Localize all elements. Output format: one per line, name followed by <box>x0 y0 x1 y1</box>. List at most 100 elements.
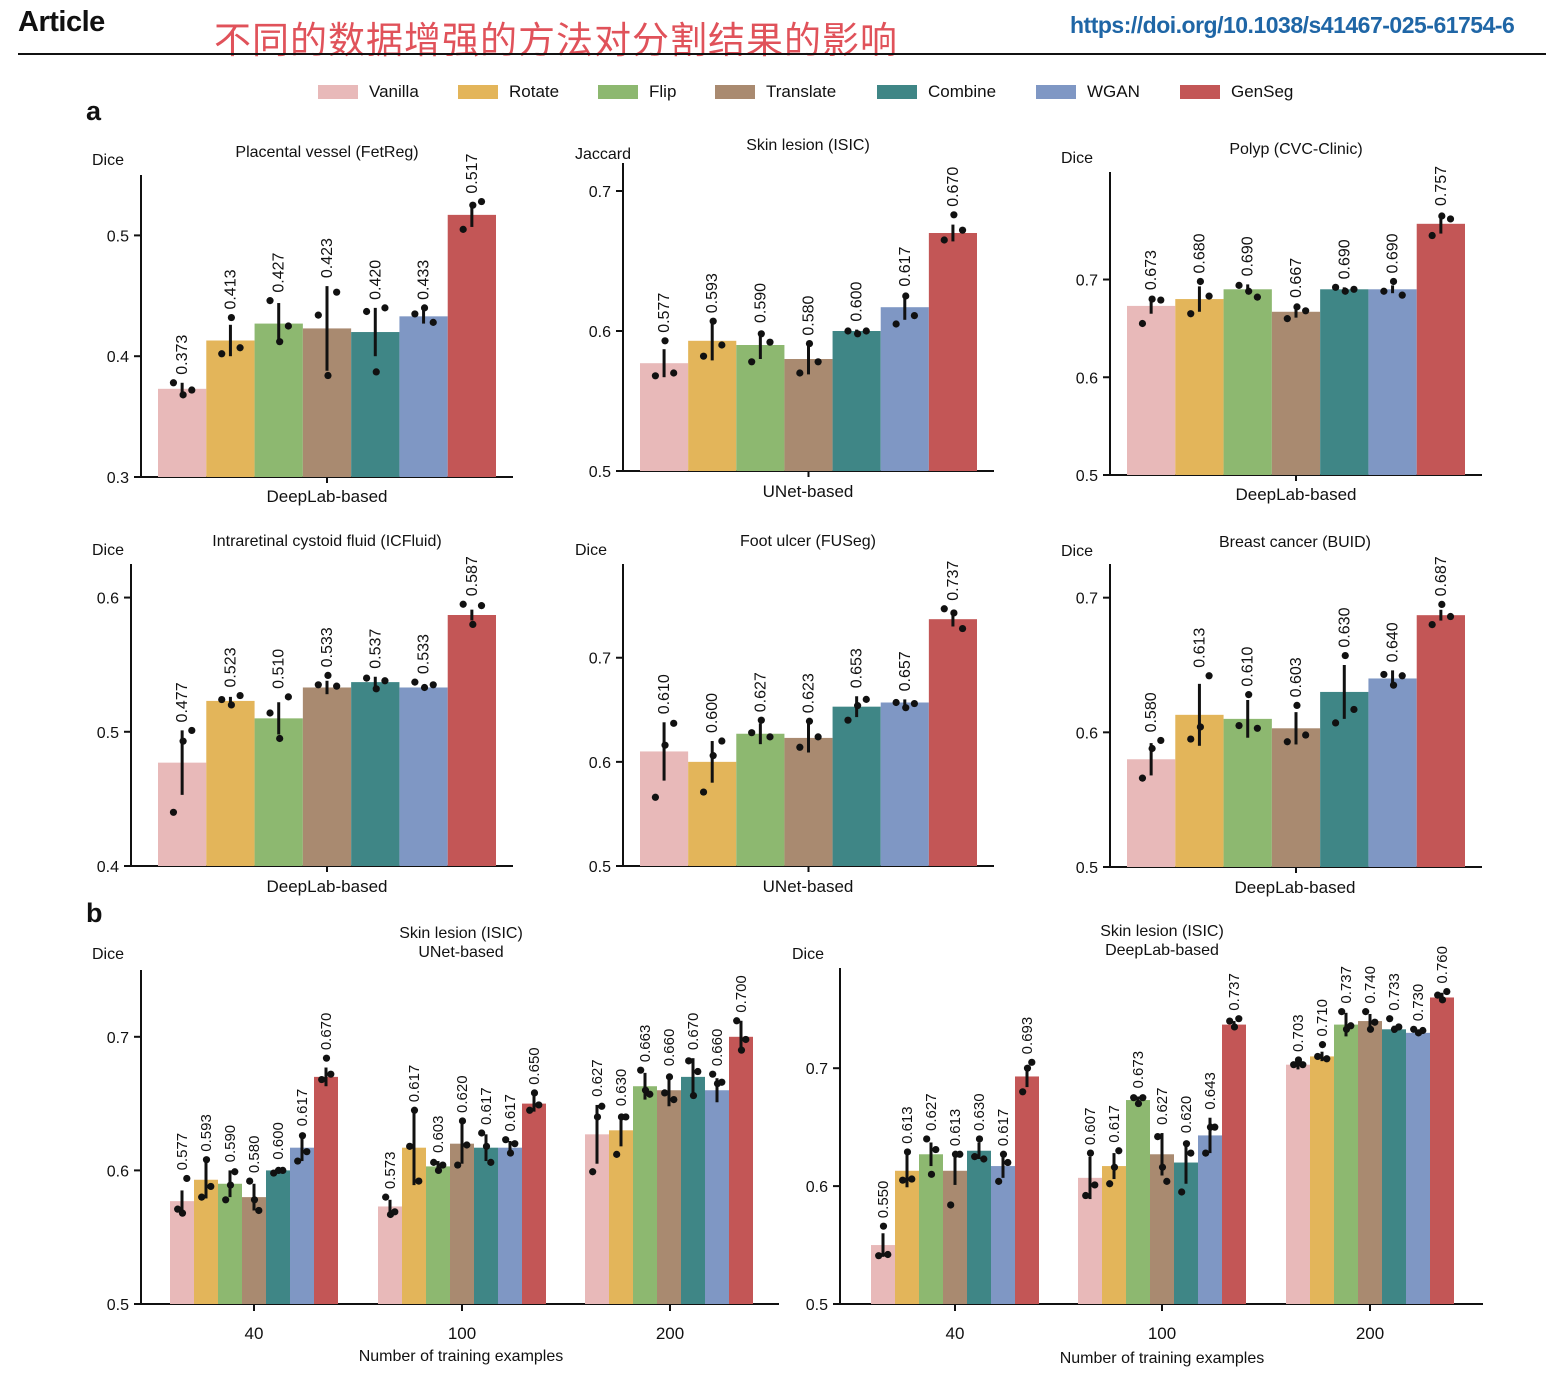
y-tick-label: 0.7 <box>589 184 611 201</box>
y-axis-label: Dice <box>1061 150 1093 167</box>
data-point <box>276 734 284 743</box>
data-point <box>613 1150 621 1158</box>
legend-swatch <box>598 85 638 99</box>
bar-value-label: 0.617 <box>1106 1105 1123 1143</box>
data-point <box>622 1113 630 1121</box>
bar-value-label: 0.433 <box>416 260 433 300</box>
bar <box>609 1130 633 1304</box>
legend-swatch <box>1036 85 1076 99</box>
data-point <box>651 793 660 801</box>
bar <box>474 1147 498 1304</box>
bar-value-label: 0.680 <box>1191 233 1208 273</box>
data-point <box>294 1157 302 1165</box>
y-tick-label: 0.6 <box>97 591 119 608</box>
data-point <box>179 391 187 399</box>
data-point <box>1341 287 1349 295</box>
data-point <box>651 372 660 380</box>
bar <box>218 1183 242 1304</box>
data-point <box>1338 1008 1346 1016</box>
data-point <box>1154 1132 1162 1141</box>
data-point <box>429 318 437 326</box>
bar <box>928 233 977 471</box>
data-point <box>1428 621 1436 629</box>
bar <box>919 1154 943 1304</box>
doi-link[interactable]: https://doi.org/10.1038/s41467-025-61754… <box>1070 12 1515 38</box>
x-tick-label: 200 <box>1356 1324 1384 1343</box>
data-point <box>1205 672 1213 680</box>
bar-value-label: 0.737 <box>1226 973 1243 1011</box>
bar-value-label: 0.523 <box>222 647 239 687</box>
data-point <box>1091 1181 1099 1189</box>
bar <box>943 1170 967 1304</box>
data-point <box>169 808 178 816</box>
data-point <box>1380 670 1388 679</box>
data-point <box>1235 281 1243 289</box>
data-point <box>854 330 862 338</box>
x-axis-label: DeepLab-based <box>267 877 388 896</box>
data-point <box>1187 1149 1195 1157</box>
y-axis-label: Dice <box>792 946 824 963</box>
data-point <box>188 726 196 735</box>
bar-value-label: 0.617 <box>995 1109 1012 1147</box>
y-axis-label: Dice <box>575 542 607 559</box>
data-point <box>862 327 870 335</box>
data-point <box>709 317 717 325</box>
x-tick-label: 100 <box>1148 1324 1176 1343</box>
bar <box>1416 615 1465 867</box>
bar <box>206 700 255 866</box>
data-point <box>757 716 765 724</box>
data-point <box>805 340 814 348</box>
y-axis-label: Dice <box>92 946 124 963</box>
data-point <box>1389 277 1398 286</box>
bar <box>1150 1154 1174 1304</box>
x-tick-label: 200 <box>656 1324 684 1343</box>
bar <box>170 1201 194 1304</box>
data-point <box>1350 285 1358 293</box>
bar-value-label: 0.670 <box>318 1013 335 1051</box>
bar-value-label: 0.477 <box>174 682 191 722</box>
data-point <box>892 320 900 328</box>
y-tick-label: 0.5 <box>589 464 611 481</box>
y-tick-label: 0.6 <box>806 1179 828 1196</box>
bar-value-label: 0.690 <box>1240 236 1257 276</box>
bar <box>681 1076 705 1304</box>
data-point <box>814 733 822 741</box>
data-point <box>420 683 429 692</box>
data-point <box>327 1070 335 1078</box>
data-point <box>1366 1025 1375 1033</box>
data-point <box>1438 600 1446 609</box>
data-point <box>1157 296 1165 304</box>
data-point <box>742 1035 750 1044</box>
y-tick-label: 0.7 <box>107 1030 129 1047</box>
data-point <box>526 1106 534 1114</box>
data-point <box>699 352 708 360</box>
legend-swatch <box>458 85 498 99</box>
data-point <box>439 1161 447 1169</box>
bar-value-label: 0.600 <box>849 281 866 321</box>
legend-label: WGAN <box>1087 82 1140 101</box>
panel-label-b: b <box>86 898 103 928</box>
data-point <box>1395 1023 1403 1031</box>
data-point <box>718 1078 726 1086</box>
data-point <box>1245 691 1253 699</box>
data-point <box>947 1201 955 1209</box>
data-point <box>854 702 862 710</box>
legend-label: Combine <box>928 82 997 101</box>
bar-value-label: 0.673 <box>1143 250 1160 290</box>
data-point <box>1138 774 1147 782</box>
data-point <box>231 1168 239 1176</box>
bar <box>242 1197 266 1304</box>
data-point <box>1446 215 1455 223</box>
bar <box>895 1170 919 1304</box>
bar-value-label: 0.590 <box>752 283 769 323</box>
bar <box>1358 1021 1382 1304</box>
legend-label: Flip <box>649 82 677 101</box>
bar-value-label: 0.603 <box>1288 657 1305 697</box>
data-point <box>748 358 756 366</box>
data-point <box>284 322 292 330</box>
data-point <box>183 1174 191 1183</box>
bar <box>426 1166 450 1304</box>
data-point <box>1331 283 1340 291</box>
data-point <box>303 1148 311 1156</box>
y-tick-label: 0.5 <box>107 228 129 245</box>
